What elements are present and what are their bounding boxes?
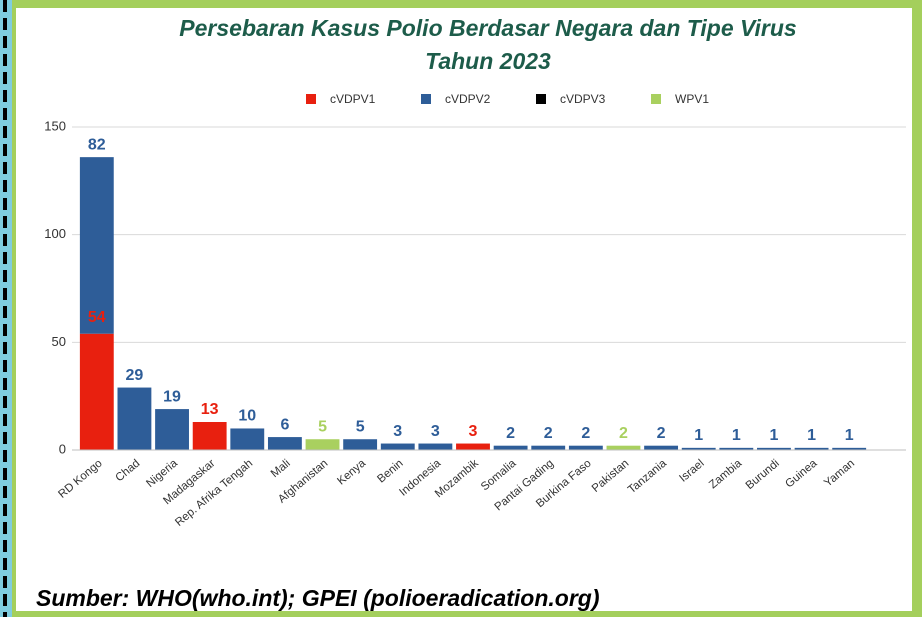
legend-swatch <box>306 94 316 104</box>
bar-segment <box>79 333 114 450</box>
chart-subtitle: Tahun 2023 <box>425 48 551 74</box>
bar-segment <box>267 437 302 450</box>
source: Sumber: WHO(who.int); GPEI (polioeradica… <box>36 585 599 611</box>
bar-segment <box>230 428 265 450</box>
bar-segment <box>493 445 528 450</box>
bar-segment <box>606 445 641 450</box>
data-label: 5 <box>318 418 327 435</box>
data-label: 19 <box>163 388 181 405</box>
data-label: 29 <box>126 367 144 384</box>
data-label: 1 <box>845 427 854 444</box>
bar-segment <box>568 445 603 450</box>
y-tick-label: 150 <box>44 118 66 133</box>
bar-segment <box>343 439 378 450</box>
chart-title: Persebaran Kasus Polio Berdasar Negara d… <box>179 15 796 41</box>
panel <box>16 8 912 611</box>
bar-segment <box>192 422 227 450</box>
bar-segment <box>155 409 189 450</box>
data-label: 1 <box>694 427 703 444</box>
legend-label: WPV1 <box>675 92 709 106</box>
data-label: 82 <box>88 136 106 153</box>
data-label: 1 <box>769 427 778 444</box>
bar-segment <box>418 443 453 450</box>
data-label: 13 <box>201 401 219 418</box>
legend-swatch <box>651 94 661 104</box>
data-label: 2 <box>619 425 628 442</box>
data-label: 54 <box>88 309 106 326</box>
data-label: 1 <box>807 427 816 444</box>
data-label: 3 <box>393 423 402 440</box>
data-label: 3 <box>431 423 440 440</box>
bar-segment <box>681 447 716 450</box>
bar-segment <box>757 447 791 450</box>
legend-label: cVDPV1 <box>330 92 376 106</box>
legend-label: cVDPV3 <box>560 92 606 106</box>
bar-segment <box>719 447 754 450</box>
bar-segment <box>117 387 152 450</box>
bar-segment <box>305 439 340 450</box>
data-label: 2 <box>544 425 553 442</box>
data-label: 1 <box>732 427 741 444</box>
data-label: 10 <box>238 408 256 425</box>
bar-segment <box>644 445 679 450</box>
data-label: 3 <box>469 423 478 440</box>
legend-swatch <box>536 94 546 104</box>
data-label: 6 <box>280 416 289 433</box>
y-tick-label: 50 <box>52 334 66 349</box>
y-tick-label: 100 <box>44 226 66 241</box>
bar-segment <box>794 447 829 450</box>
data-label: 2 <box>506 425 515 442</box>
data-label: 2 <box>581 425 590 442</box>
bar-segment <box>832 447 867 450</box>
data-label: 5 <box>356 418 365 435</box>
bar-segment <box>456 443 490 450</box>
y-tick-label: 0 <box>59 441 66 456</box>
bar-segment <box>531 445 566 450</box>
data-label: 2 <box>657 425 666 442</box>
bar-segment <box>380 443 415 450</box>
bar-segment <box>79 157 114 334</box>
legend-swatch <box>421 94 431 104</box>
legend-label: cVDPV2 <box>445 92 491 106</box>
